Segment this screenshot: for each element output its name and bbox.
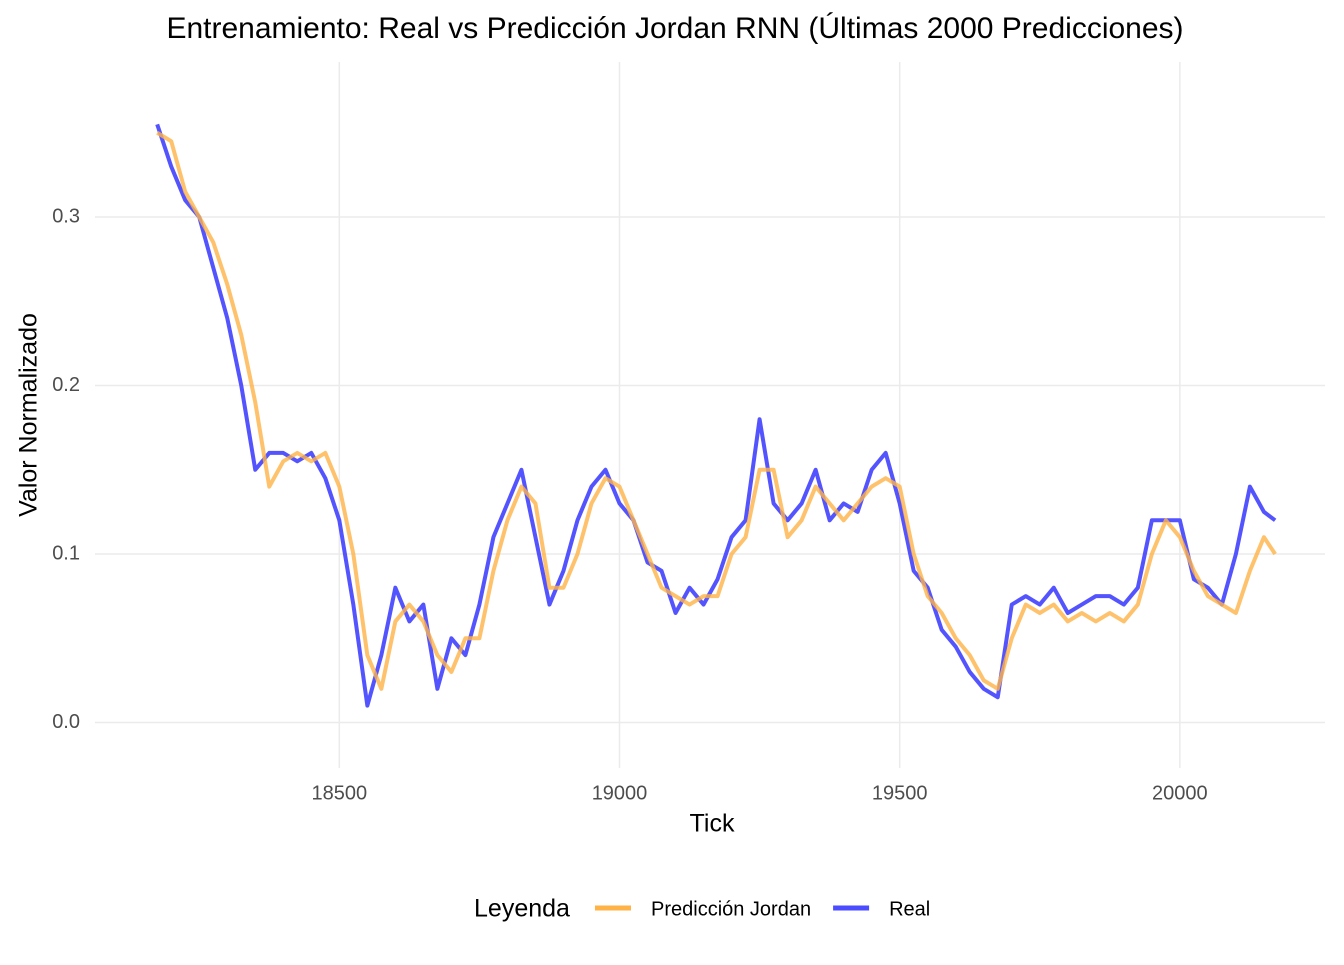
plot-area	[155, 123, 1277, 708]
x-tick-label: 19500	[872, 782, 928, 804]
y-axis-label: Valor Normalizado	[15, 313, 43, 517]
legend-title: Leyenda	[474, 895, 570, 923]
grid: 0.0 0.1 0.2 0.3 18500 19000 19500 20000	[52, 62, 1325, 804]
data-line	[155, 123, 1277, 708]
legend-label: Real	[889, 898, 930, 920]
x-tick-label: 19000	[592, 782, 648, 804]
legend-label: Predicción Jordan	[651, 898, 811, 920]
y-tick-label: 0.2	[52, 374, 80, 396]
y-tick-label: 0.1	[52, 542, 80, 564]
x-tick-label: 20000	[1152, 782, 1208, 804]
y-tick-label: 0.3	[52, 205, 80, 227]
legend: Leyenda Predicción Jordan Real	[474, 895, 930, 923]
data-line	[156, 131, 1277, 691]
x-axis-label: Tick	[690, 810, 735, 838]
y-tick-label: 0.0	[52, 711, 80, 733]
x-tick-label: 18500	[312, 782, 368, 804]
chart-title: Entrenamiento: Real vs Predicción Jordan…	[166, 12, 1183, 45]
